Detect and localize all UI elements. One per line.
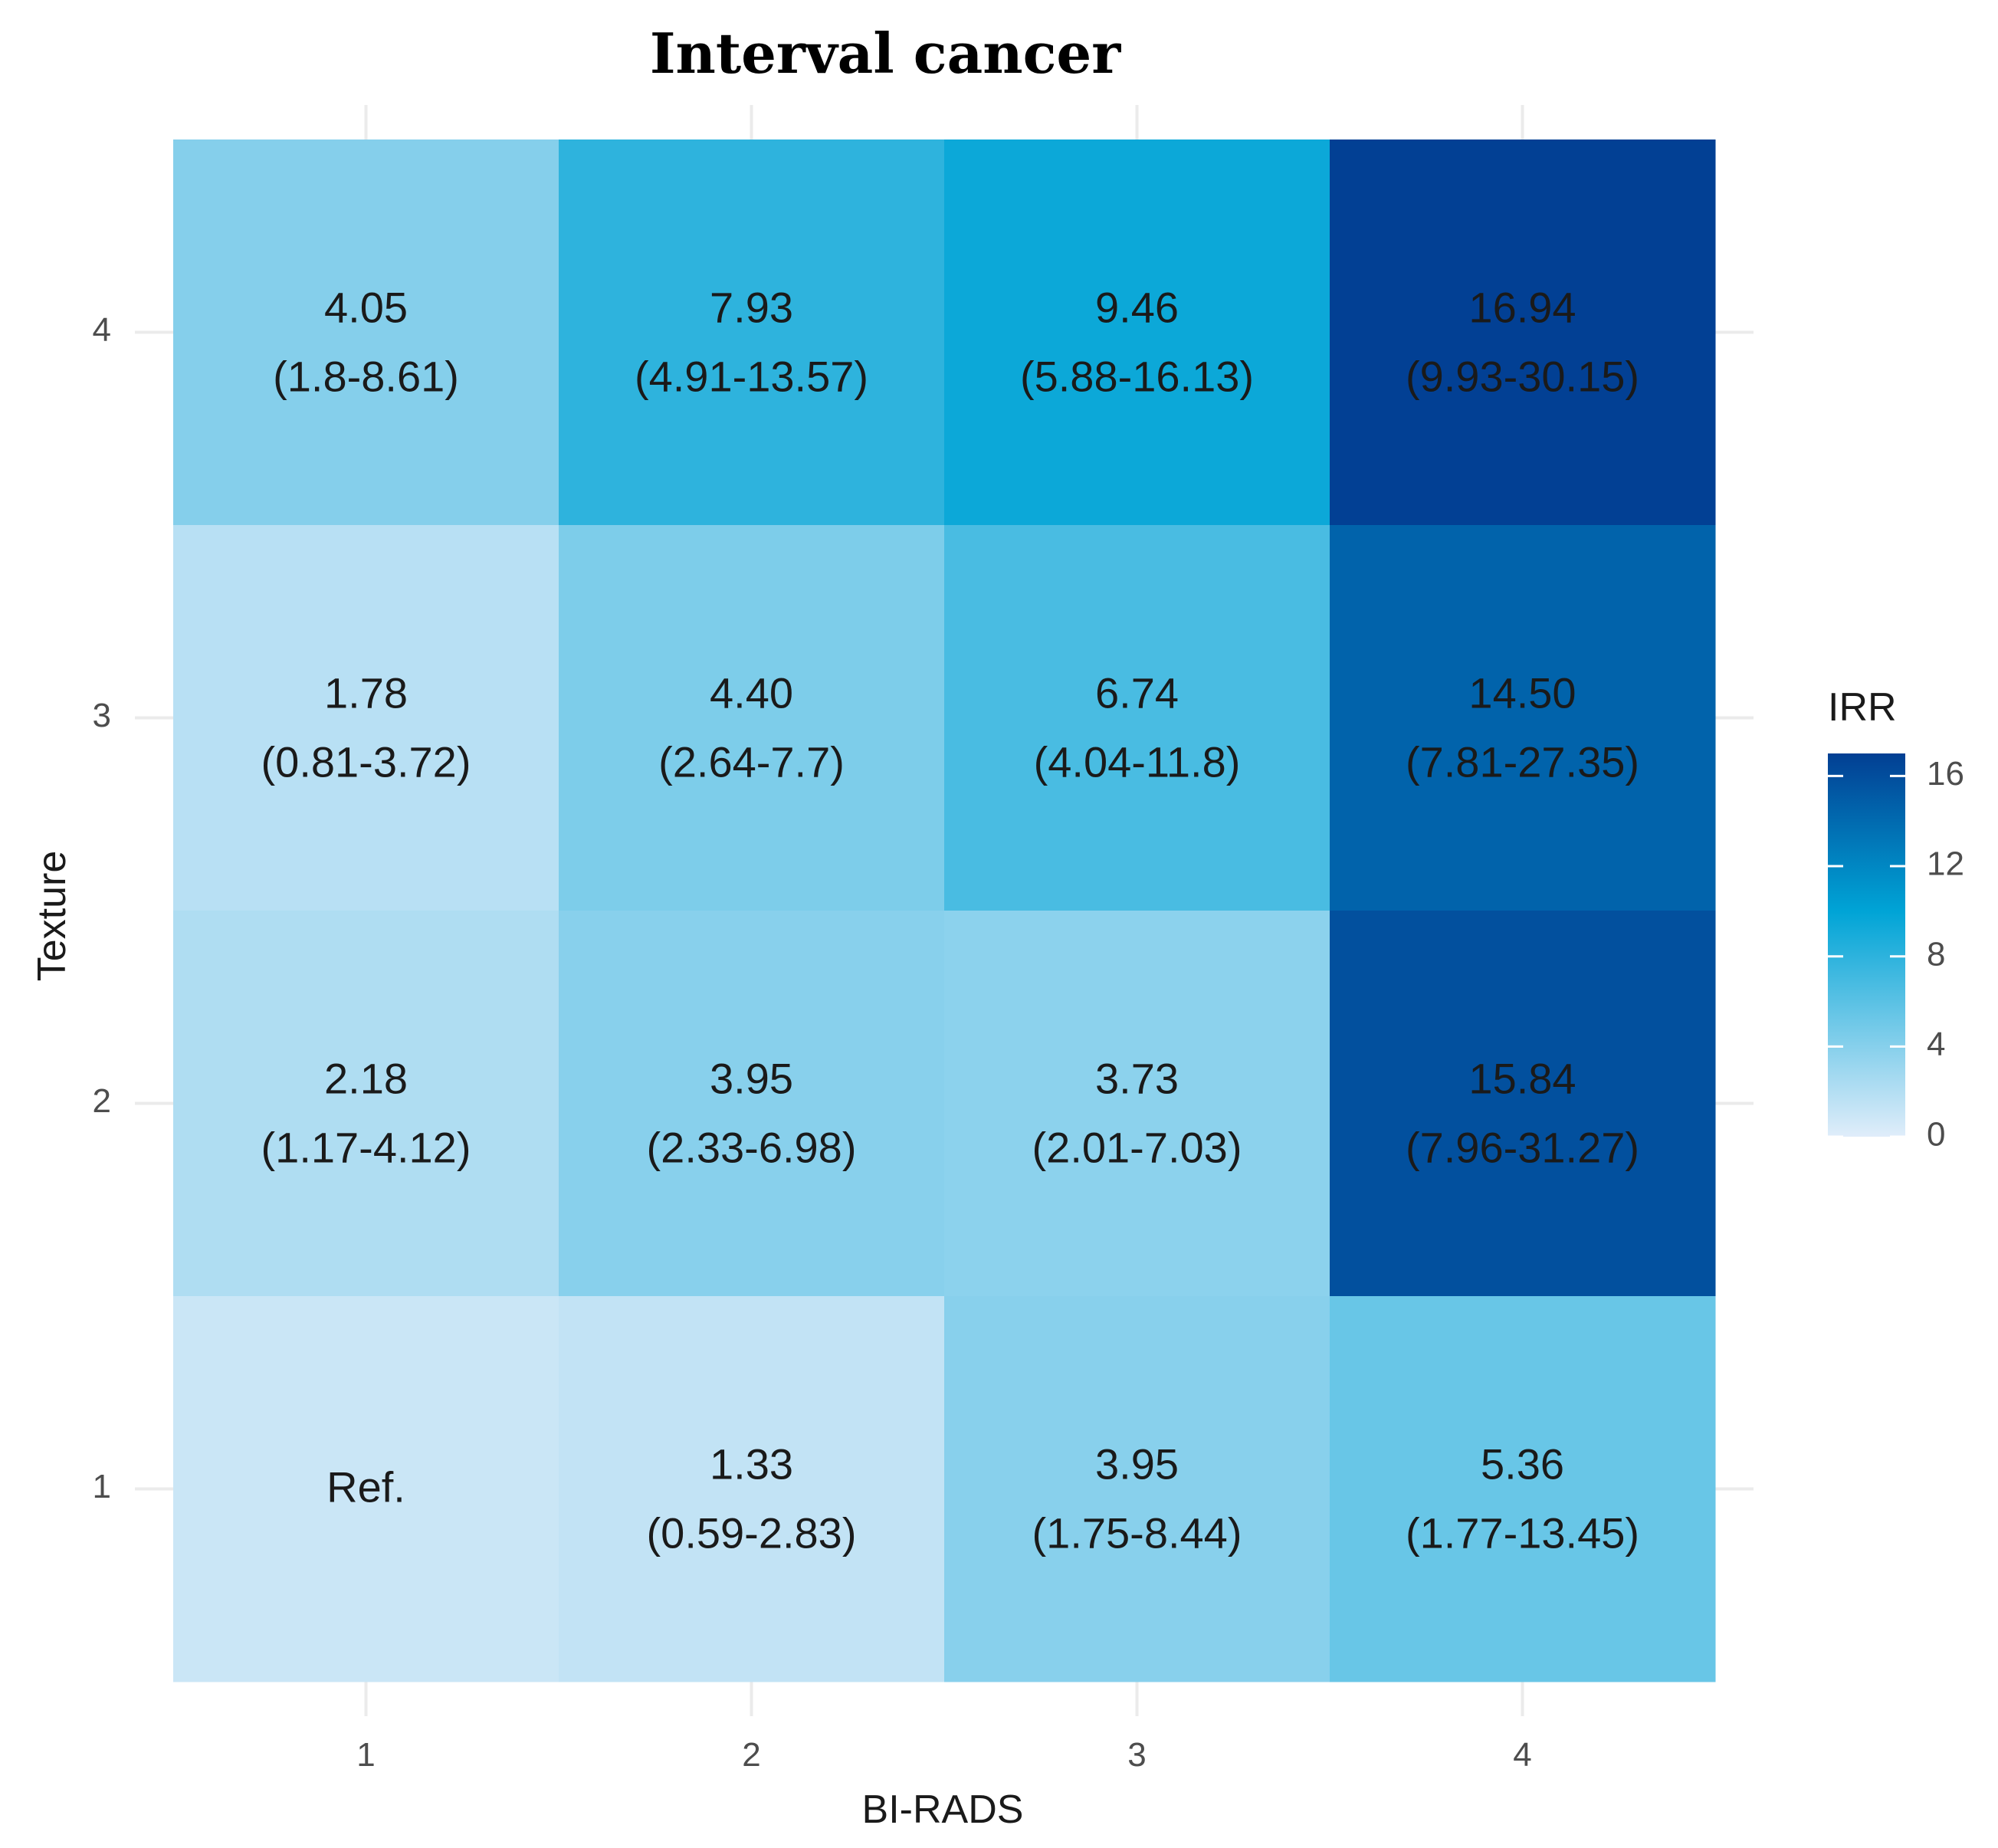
heatmap-cell (944, 1296, 1330, 1682)
color-legend: IRR 0 4 8 12 16 (1828, 685, 1964, 1154)
heatmap-cell (559, 1296, 945, 1682)
x-tick-label: 1 (356, 1736, 375, 1774)
heatmap-cell (559, 525, 945, 911)
cell-value-label: 14.50 (1468, 668, 1576, 717)
legend-tick-label: 0 (1927, 1116, 1945, 1154)
y-axis-ticks: 1 2 3 4 (93, 311, 111, 1505)
cell-value-label: 4.05 (324, 283, 408, 331)
heatmap-cells (173, 140, 1716, 1682)
cell-ci-label: (4.04-11.8) (1034, 737, 1241, 786)
legend-tick-label: 12 (1927, 845, 1964, 883)
chart-title: Interval cancer (650, 21, 1121, 86)
heatmap-cell (173, 1296, 559, 1682)
heatmap-cell (173, 140, 559, 526)
y-axis-title: Texture (30, 851, 74, 982)
y-tick-label: 4 (93, 311, 111, 349)
legend-title: IRR (1828, 685, 1897, 730)
cell-value-label: 16.94 (1468, 283, 1576, 331)
cell-ci-label: (2.64-7.7) (658, 737, 845, 786)
cell-ci-label: (0.59-2.83) (647, 1508, 857, 1557)
heatmap-cell (944, 911, 1330, 1297)
cell-value-label: 5.36 (1481, 1439, 1564, 1488)
x-axis-ticks: 1 2 3 4 (356, 1736, 1531, 1774)
cell-ci-label: (7.96-31.27) (1406, 1123, 1639, 1171)
cell-value-label: 3.95 (1095, 1439, 1179, 1488)
y-tick-label: 2 (93, 1082, 111, 1120)
cell-value-label: 7.93 (710, 283, 793, 331)
heatmap-cell (1330, 1296, 1716, 1682)
cell-ci-label: (1.17-4.12) (261, 1123, 471, 1171)
cell-ci-label: (5.88-16.13) (1020, 352, 1254, 400)
cell-value-label: 2.18 (324, 1054, 408, 1102)
cell-labels: 4.05 (1.8-8.61) 7.93 (4.91-13.57) 9.46 (5.88-… (261, 283, 1640, 1557)
legend-ticks: 0 4 8 12 16 (1828, 755, 1964, 1154)
cell-value-label: 9.46 (1095, 283, 1179, 331)
cell-ci-label: (2.33-6.98) (647, 1123, 857, 1171)
heatmap-cell (173, 525, 559, 911)
heatmap-cell (1330, 140, 1716, 526)
heatmap-cell (944, 140, 1330, 526)
cell-ci-label: (1.75-8.44) (1032, 1508, 1242, 1557)
y-tick-label: 3 (93, 697, 111, 734)
heatmap-cell (944, 525, 1330, 911)
cell-value-label: 4.40 (710, 668, 793, 717)
legend-tick-label: 4 (1927, 1026, 1945, 1063)
x-axis-title: BI-RADS (862, 1787, 1024, 1832)
cell-ci-label: (9.93-30.15) (1406, 352, 1639, 400)
x-tick-label: 2 (742, 1736, 760, 1774)
y-tick-label: 1 (93, 1468, 111, 1505)
legend-tick-label: 8 (1927, 935, 1945, 973)
heatmap-cell (1330, 911, 1716, 1297)
heatmap-cell (1330, 525, 1716, 911)
heatmap-cell (559, 140, 945, 526)
x-tick-label: 4 (1513, 1736, 1531, 1774)
cell-ci-label: (7.81-27.35) (1406, 737, 1639, 786)
cell-value-label: 1.33 (710, 1439, 793, 1488)
cell-value-label: 3.73 (1095, 1054, 1179, 1102)
cell-ci-label: (0.81-3.72) (261, 737, 471, 786)
legend-tick-label: 16 (1927, 755, 1964, 793)
cell-ci-label: (1.77-13.45) (1406, 1508, 1639, 1557)
legend-colorbar (1828, 753, 1905, 1137)
cell-ci-label: (1.8-8.61) (273, 352, 459, 400)
cell-ci-label: (4.91-13.57) (635, 352, 868, 400)
cell-value-label: 6.74 (1095, 668, 1179, 717)
heatmap-cell (559, 911, 945, 1297)
heatmap-cell (173, 911, 559, 1297)
cell-value-label: 15.84 (1468, 1054, 1576, 1102)
cell-value-label: 3.95 (710, 1054, 793, 1102)
x-tick-label: 3 (1127, 1736, 1146, 1774)
cell-value-label: Ref. (326, 1462, 405, 1511)
cell-value-label: 1.78 (324, 668, 408, 717)
cell-ci-label: (2.01-7.03) (1032, 1123, 1242, 1171)
